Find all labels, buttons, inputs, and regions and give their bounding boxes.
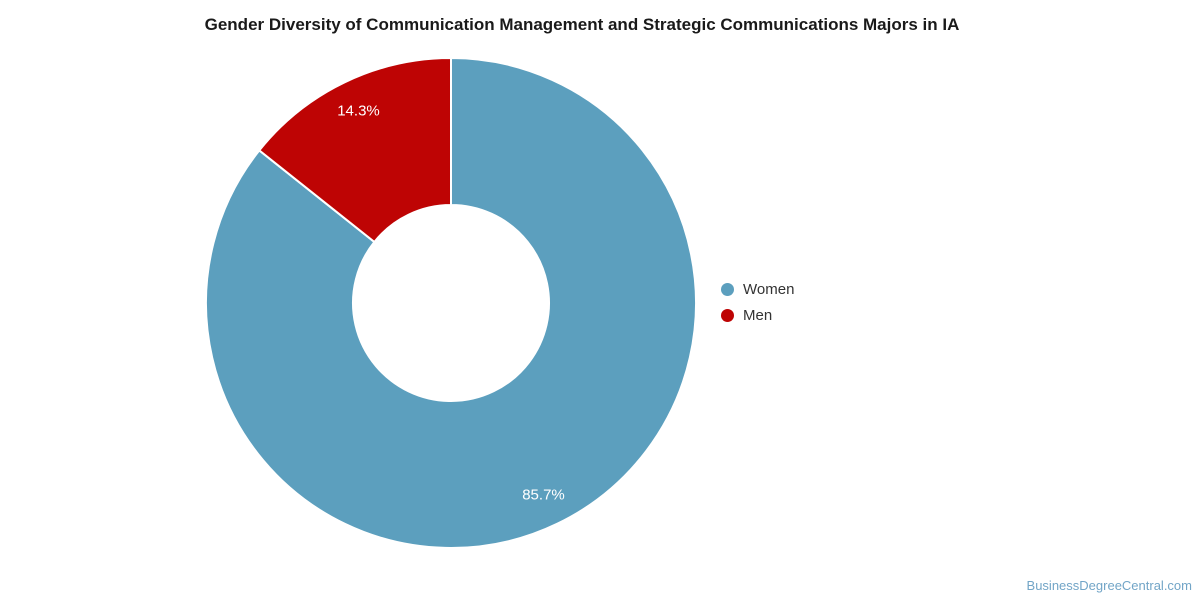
legend-item-women[interactable]: Women bbox=[721, 281, 794, 298]
pie-slice-men[interactable] bbox=[258, 57, 452, 243]
legend-label-women: Women bbox=[743, 281, 795, 298]
pie-slice-women[interactable] bbox=[205, 57, 697, 549]
slice-label-men: 14.3% bbox=[337, 103, 380, 120]
legend-swatch-men bbox=[721, 309, 734, 322]
slice-label-women: 85.7% bbox=[522, 486, 565, 503]
chart-title: Gender Diversity of Communication Manage… bbox=[204, 15, 960, 34]
chart-legend: Women Men bbox=[721, 281, 794, 333]
watermark-link[interactable]: BusinessDegreeCentral.com bbox=[1026, 578, 1192, 593]
legend-label-men: Men bbox=[743, 307, 773, 324]
legend-swatch-women bbox=[721, 283, 734, 296]
legend-item-men[interactable]: Men bbox=[721, 307, 794, 324]
